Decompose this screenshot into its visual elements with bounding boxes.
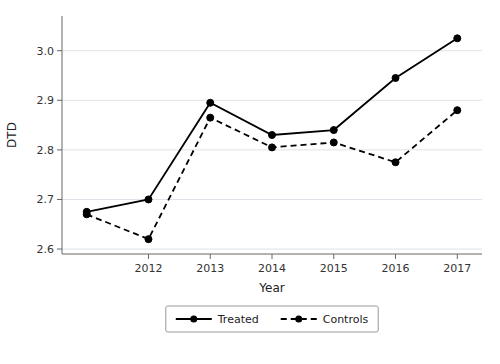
y-axis: 2.6 2.7 2.8 2.9 3.0: [37, 16, 483, 256]
y-tick-label: 2.6: [37, 243, 55, 256]
series-point: [454, 35, 461, 42]
x-tick: [457, 254, 458, 259]
legend-box: [166, 306, 378, 332]
x-tick-label: 2015: [320, 262, 348, 275]
legend: Treated Controls: [166, 306, 378, 332]
legend-marker: [190, 316, 197, 323]
x-axis-label: Year: [258, 281, 284, 295]
series-point: [454, 107, 461, 114]
grid-line: [62, 50, 482, 51]
series-point: [145, 236, 152, 243]
x-axis-line: [62, 254, 482, 255]
y-tick-label: 2.7: [37, 193, 55, 206]
x-tick: [333, 254, 334, 259]
grid-line: [62, 100, 482, 101]
series-point: [330, 127, 337, 134]
grid-line: [62, 199, 482, 200]
series-point: [269, 132, 276, 139]
series-point: [145, 196, 152, 203]
x-tick-label: 2012: [134, 262, 162, 275]
series-point: [392, 74, 399, 81]
series-point: [207, 114, 214, 121]
x-tick: [395, 254, 396, 259]
grid-line: [62, 249, 482, 250]
series-point: [269, 144, 276, 151]
series-point: [330, 139, 337, 146]
x-axis: 2012 2013 2014 2015 2016 2017: [62, 254, 482, 275]
series-line: [87, 38, 458, 212]
y-tick: [57, 100, 62, 101]
series-line: [87, 110, 458, 239]
series-point: [83, 211, 90, 218]
y-tick-label: 3.0: [37, 45, 55, 58]
legend-label: Controls: [323, 313, 369, 326]
x-tick-label: 2017: [443, 262, 471, 275]
y-axis-label: DTD: [5, 122, 19, 148]
y-tick: [57, 50, 62, 51]
x-tick: [210, 254, 211, 259]
y-tick-label: 2.9: [37, 94, 55, 107]
x-tick-label: 2016: [382, 262, 410, 275]
series-point: [207, 99, 214, 106]
x-tick: [148, 254, 149, 259]
y-tick: [57, 149, 62, 150]
y-axis-line: [62, 16, 63, 254]
chart: 2.6 2.7 2.8 2.9 3.0 2012 2013 2014 2015 2016 2017 Y…: [0, 0, 500, 364]
series-point: [392, 159, 399, 166]
y-tick-label: 2.8: [37, 144, 55, 157]
y-tick: [57, 199, 62, 200]
plot-data: [83, 35, 461, 243]
x-tick-label: 2014: [258, 262, 286, 275]
x-tick: [272, 254, 273, 259]
legend-marker: [295, 316, 302, 323]
x-tick-label: 2013: [196, 262, 224, 275]
y-tick: [57, 249, 62, 250]
legend-label: Treated: [217, 313, 259, 326]
